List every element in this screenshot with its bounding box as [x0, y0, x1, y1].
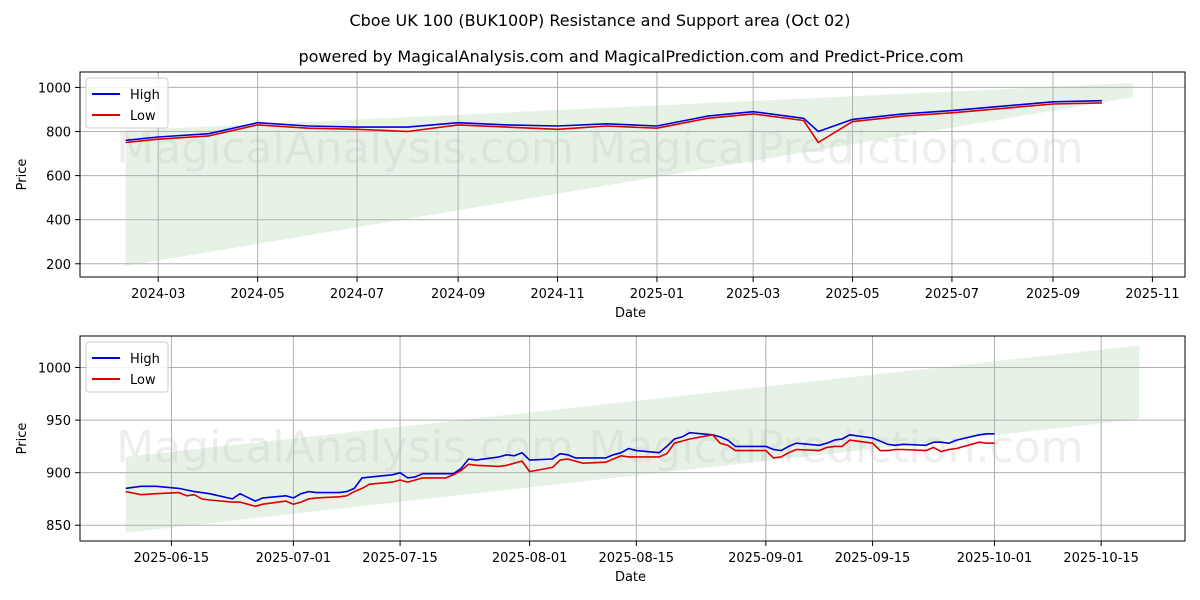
y-tick-label: 400: [46, 214, 71, 229]
legend-label-high: High: [130, 88, 160, 103]
x-tick-label: 2025-10-01: [957, 551, 1033, 566]
series-line-low: [125, 102, 1102, 144]
x-axis-label: Date: [615, 570, 646, 585]
x-tick-label: 2025-05: [825, 287, 879, 302]
legend-box: [85, 77, 169, 129]
y-tick-label: 950: [46, 414, 71, 429]
series-line-low: [125, 433, 995, 508]
x-tick-label: 2024-07: [330, 287, 384, 302]
x-tick-label: 2024-05: [230, 287, 284, 302]
plot-frame: [79, 71, 1186, 278]
x-tick-label: 2025-07-15: [362, 551, 438, 566]
x-tick-label: 2025-03: [726, 287, 780, 302]
watermark-text: MagicalPrediction.com: [589, 123, 1084, 174]
resistance-support-band: [125, 345, 1140, 533]
series-line-high: [125, 99, 1102, 142]
x-tick-label: 2025-10-15: [1063, 551, 1139, 566]
x-tick-label: 2025-08-01: [492, 551, 568, 566]
x-tick-label: 2025-08-15: [599, 551, 675, 566]
watermark-text: MagicalAnalysis.com: [116, 422, 574, 473]
x-tick-label: 2025-09: [1026, 287, 1080, 302]
x-tick-label: 2025-07-01: [256, 551, 332, 566]
watermark-text: MagicalPrediction.com: [589, 422, 1084, 473]
chart-panel-1: 2024-03 2024-05 2024-07 2024-09 2024-11 2025-…: [15, 71, 1186, 321]
x-tick-label: 2024-11: [530, 287, 584, 302]
y-axis-label: Price: [15, 159, 30, 191]
x-tick-label: 2025-09-15: [835, 551, 911, 566]
y-tick-label: 800: [46, 126, 71, 141]
legend-label-low: Low: [130, 373, 156, 388]
chart-subtitle: powered by MagicalAnalysis.com and Magic…: [298, 47, 963, 66]
plot-frame: [79, 335, 1186, 542]
x-tick-label: 2025-07: [925, 287, 979, 302]
y-tick-label: 1000: [38, 362, 71, 377]
legend-label-high: High: [130, 352, 160, 367]
y-tick-label: 900: [46, 467, 71, 482]
y-tick-label: 600: [46, 170, 71, 185]
x-tick-label: 2024-03: [131, 287, 185, 302]
x-axis-label: Date: [615, 306, 646, 321]
x-tick-label: 2024-09: [431, 287, 485, 302]
y-tick-label: 850: [46, 519, 71, 534]
chart-title: Cboe UK 100 (BUK100P) Resistance and Sup…: [349, 11, 850, 30]
legend-label-low: Low: [130, 109, 156, 124]
chart-panel-2: 2025-06-15 2025-07-01 2025-07-15 2025-08-01…: [15, 335, 1186, 585]
legend-box: [85, 341, 169, 393]
x-tick-label: 2025-01: [630, 287, 684, 302]
y-tick-label: 200: [46, 258, 71, 273]
series-line-high: [125, 431, 995, 502]
x-tick-label: 2025-11: [1125, 287, 1179, 302]
x-tick-label: 2025-06-15: [134, 551, 210, 566]
watermark-text: MagicalAnalysis.com: [116, 123, 574, 174]
y-axis-label: Price: [15, 423, 30, 455]
resistance-support-band: [125, 83, 1133, 266]
y-tick-label: 1000: [38, 81, 71, 96]
x-tick-label: 2025-09-01: [728, 551, 804, 566]
